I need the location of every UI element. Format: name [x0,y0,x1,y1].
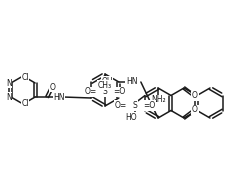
Text: HO: HO [125,113,136,122]
Text: NH₂: NH₂ [151,95,166,104]
Text: HN: HN [126,76,137,85]
Text: O: O [191,92,197,101]
Text: Cl: Cl [21,98,29,107]
Text: Cl: Cl [21,72,29,81]
Text: O=: O= [84,88,97,97]
Text: =O: =O [112,88,125,97]
Text: HN: HN [53,93,65,102]
Text: S: S [102,88,107,97]
Text: O: O [49,83,55,92]
Text: O=: O= [114,101,126,110]
Text: CH₃: CH₃ [97,80,112,89]
Text: N: N [6,79,12,88]
Text: S: S [132,101,137,110]
Text: O: O [191,106,197,115]
Text: =O: =O [142,101,155,110]
Text: OH: OH [101,76,112,85]
Text: N: N [6,93,12,102]
